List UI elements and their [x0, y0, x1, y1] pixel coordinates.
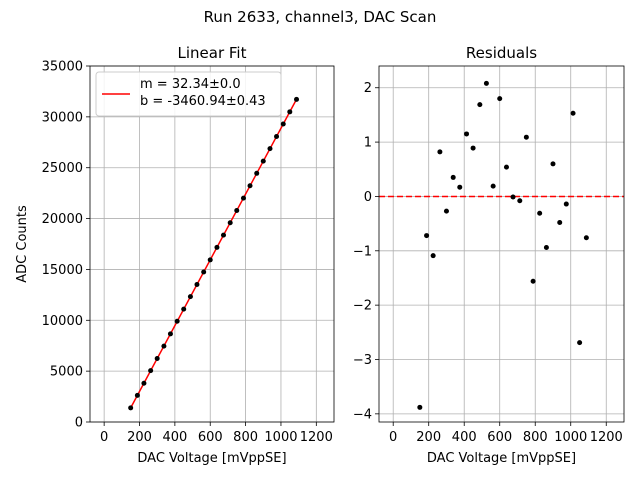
- chart-0-axes-frame: [89, 65, 335, 423]
- chart-0-legend-label: b = -3460.94±0.43: [140, 94, 266, 109]
- chart-1-data-point: [583, 235, 589, 241]
- chart-0-data-point: [287, 109, 293, 115]
- residuals-panel: 0 200 400 600 800 1000 1200 −4 −3 −2 −1 0 1 2 Residual…: [353, 44, 625, 466]
- chart-1-data-point: [577, 340, 583, 346]
- chart-0-data-point: [247, 183, 253, 189]
- chart-0-y-tick-label: 25000: [42, 161, 83, 176]
- chart-1-y-tick-label: −4: [353, 407, 372, 422]
- chart-0-y-tick-label: 0: [75, 416, 83, 431]
- chart-1-x-tick-label: 400: [452, 430, 477, 445]
- chart-1-data-point: [483, 80, 489, 86]
- chart-0-x-tick-label: 200: [127, 430, 152, 445]
- chart-1-data-point: [497, 96, 503, 102]
- chart-1-data-point: [470, 145, 476, 151]
- chart-1-x-tick-label: 1000: [554, 430, 587, 445]
- chart-1-data-point: [450, 174, 456, 180]
- chart-1-y-tick-label: 1: [364, 136, 372, 151]
- chart-1-y-tick-label: −1: [353, 244, 372, 259]
- chart-0-data-point: [201, 269, 207, 275]
- chart-1-data-point: [437, 149, 443, 155]
- chart-0-y-tick-label: 10000: [42, 314, 83, 329]
- chart-0-y-tick-label: 5000: [50, 365, 83, 380]
- chart-0-y-tick-label: 30000: [42, 110, 83, 125]
- chart-1-data-point: [550, 161, 556, 167]
- chart-0-data-point: [240, 195, 246, 201]
- chart-0-data-point: [148, 368, 154, 374]
- chart-1-data-point: [517, 198, 523, 204]
- chart-1-x-tick-label: 800: [523, 430, 548, 445]
- chart-1-data-point: [490, 183, 496, 189]
- chart-0-title: Linear Fit: [178, 44, 247, 62]
- chart-1-data-point: [424, 233, 430, 239]
- chart-0-x-tick-label: 600: [198, 430, 223, 445]
- chart-1-x-tick-label: 1200: [590, 430, 623, 445]
- chart-1-y-tick-label: −3: [353, 353, 372, 368]
- chart-0-y-tick-label: 20000: [42, 212, 83, 227]
- chart-0-data-point: [260, 158, 266, 164]
- chart-1-y-tick-label: 2: [364, 81, 372, 96]
- chart-1-y-tick-label: 0: [364, 190, 372, 205]
- figure-suptitle: Run 2633, channel3, DAC Scan: [204, 8, 437, 26]
- chart-0-data-point: [207, 257, 213, 263]
- chart-1-data-point: [503, 164, 509, 170]
- chart-1-data-point: [464, 131, 470, 137]
- chart-1-data-point: [537, 210, 543, 216]
- chart-1-data-point: [563, 201, 569, 207]
- chart-0-data-point: [267, 146, 273, 152]
- chart-1-data-point: [443, 208, 449, 214]
- chart-0-data-point: [294, 96, 300, 102]
- chart-0-y-tick-label: 35000: [42, 60, 83, 75]
- chart-0-x-axis-label: DAC Voltage [mVppSE]: [137, 451, 286, 466]
- chart-0-data-point: [141, 380, 147, 386]
- chart-1-data-point: [523, 134, 529, 140]
- chart-0-y-axis-label: ADC Counts: [15, 205, 30, 283]
- chart-1-x-tick-label: 600: [487, 430, 512, 445]
- chart-1-axes-frame: [378, 65, 625, 423]
- chart-0-data-point: [167, 331, 173, 337]
- chart-0-x-tick-label: 1000: [264, 430, 297, 445]
- chart-0-data-point: [227, 220, 233, 226]
- chart-1-data-point: [430, 253, 436, 259]
- chart-1-data-point: [510, 194, 516, 200]
- chart-0-x-tick-label: 1200: [300, 430, 333, 445]
- chart-1-data-point: [570, 110, 576, 116]
- chart-0-data-point: [214, 244, 220, 250]
- chart-0-data-point: [128, 405, 134, 411]
- chart-0-data-point: [274, 133, 280, 139]
- chart-1-x-tick-label: 200: [416, 430, 441, 445]
- chart-0-data-point: [181, 306, 187, 312]
- chart-0-data-point: [187, 294, 193, 300]
- chart-0-x-tick-label: 400: [162, 430, 187, 445]
- chart-1-title: Residuals: [466, 44, 537, 62]
- chart-0-data-point: [154, 356, 160, 362]
- chart-0-data-point: [280, 121, 286, 127]
- chart-1-data-point: [543, 245, 549, 251]
- chart-0-data-point: [134, 392, 140, 398]
- chart-1-y-tick-label: −2: [353, 299, 372, 314]
- chart-1-data-point: [457, 184, 463, 190]
- chart-0-legend: [95, 71, 282, 117]
- chart-0-data-point: [161, 343, 167, 349]
- chart-0-data-point: [254, 170, 260, 176]
- chart-1-x-tick-label: 0: [389, 430, 397, 445]
- chart-0-y-tick-label: 15000: [42, 263, 83, 278]
- chart-1-data-point: [417, 404, 423, 410]
- chart-0-data-point: [174, 318, 180, 324]
- chart-1-data-point: [557, 220, 563, 226]
- chart-0-x-tick-label: 0: [100, 430, 108, 445]
- chart-1-data-point: [530, 278, 536, 284]
- chart-0-x-tick-label: 800: [233, 430, 258, 445]
- chart-0-data-point: [220, 232, 226, 238]
- chart-0-legend-label: m = 32.34±0.0: [140, 77, 241, 92]
- chart-0-data-point: [194, 282, 200, 288]
- linear-fit-panel: 0 200 400 600 800 1000 1200 0 5000 10000 15000 2000…: [15, 44, 335, 466]
- chart-0-data-point: [234, 208, 240, 214]
- chart-1-x-axis-label: DAC Voltage [mVppSE]: [427, 451, 576, 466]
- chart-1-data-point: [477, 102, 483, 108]
